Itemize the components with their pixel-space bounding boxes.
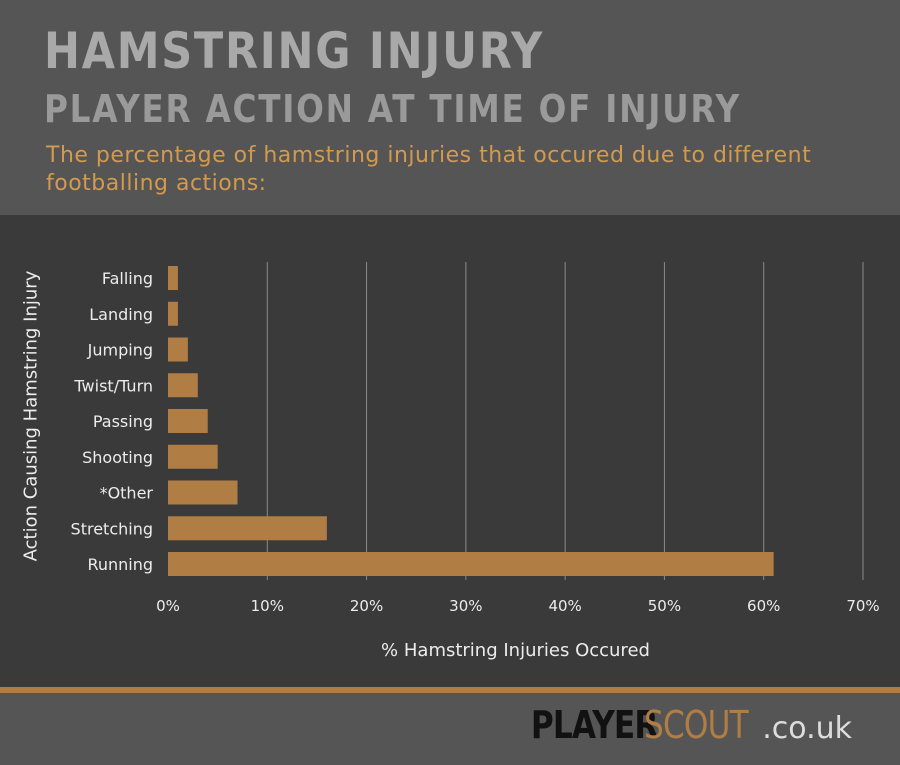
x-tick-label: 70% (846, 597, 879, 615)
x-tick-label: 50% (648, 597, 681, 615)
bar-twist-turn (168, 373, 198, 398)
page-title: HAMSTRING INJURY (44, 22, 545, 80)
bars (168, 266, 774, 576)
x-tick-label: 40% (548, 597, 581, 615)
x-tick-label: 20% (350, 597, 383, 615)
bar-chart: Falling Landing Jumping Twist/Turn Passing Sh… (71, 262, 880, 615)
category-label: Jumping (87, 341, 153, 360)
category-label: Falling (102, 269, 153, 288)
category-labels: Falling Landing Jumping Twist/Turn Passing Sh… (71, 269, 154, 574)
header: HAMSTRING INJURY PLAYER ACTION AT TIME O… (0, 0, 900, 215)
category-label: Passing (93, 412, 153, 431)
bar-jumping (168, 337, 188, 362)
bar-falling (168, 266, 178, 290)
gridlines (266, 262, 864, 580)
bar-shooting (168, 444, 218, 469)
chart-panel (0, 215, 900, 687)
x-tick-label: 60% (747, 597, 780, 615)
category-label: Landing (89, 305, 153, 324)
category-label: Stretching (71, 519, 153, 538)
bar-stretching (168, 516, 327, 541)
bar-running (168, 552, 774, 576)
x-tick-label: 30% (449, 597, 482, 615)
footer: PLAYER SCOUT .co.uk (0, 693, 900, 765)
bar-other (168, 480, 238, 505)
x-tick-label: 10% (251, 597, 284, 615)
page-subtitle: PLAYER ACTION AT TIME OF INJURY (44, 87, 741, 131)
logo-scout-text: SCOUT (643, 703, 749, 747)
x-axis-label: % Hamstring Injuries Occured (381, 640, 650, 661)
chart-description: The percentage of hamstring injuries tha… (46, 143, 812, 196)
logo-domain-text: .co.uk (762, 711, 852, 746)
category-label: Running (87, 555, 153, 574)
playerscout-logo[interactable]: PLAYER SCOUT .co.uk (503, 703, 852, 751)
category-label: Shooting (82, 448, 153, 467)
logo-player-text: PLAYER (530, 703, 659, 747)
category-label: Twist/Turn (73, 376, 153, 395)
bar-passing (168, 409, 208, 433)
y-axis-label: Action Causing Hamstring Injury (20, 270, 42, 562)
x-tick-label: 0% (156, 597, 180, 615)
x-tick-labels: 0% 10% 20% 30% 40% 50% 60% 70% (156, 597, 880, 615)
category-label: *Other (100, 484, 154, 503)
bar-landing (168, 301, 178, 326)
footer-divider (0, 687, 900, 693)
